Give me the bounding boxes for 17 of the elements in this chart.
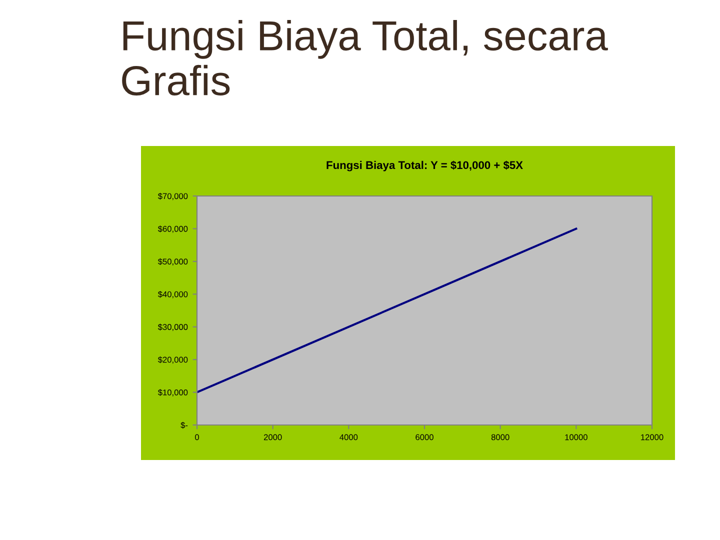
x-tick-label: 10000 [565,434,588,440]
x-tick-label: 4000 [340,434,358,440]
y-tick-label: $60,000 [158,226,188,233]
y-tick-label: $10,000 [158,389,188,396]
y-tick-label: $20,000 [158,356,188,364]
y-tick-label: $30,000 [158,324,188,331]
y-tick-label: $40,000 [158,290,188,298]
x-tick-label: 2000 [264,434,282,440]
x-tick-label: 0 [195,434,199,440]
x-tick-label: 8000 [491,434,510,440]
y-tick-label: $50,000 [158,258,188,266]
y-tick-label: $70,000 [158,192,188,200]
x-tick-label: 12000 [641,434,664,440]
x-tick-label: 6000 [416,434,434,440]
y-tick-label: $- [180,422,188,429]
chart-title: Fungsi Biaya Total, secara Grafis [122,20,608,96]
chart-subtitle: Fungsi Biaya Total: Y = $10,000 + $5X [326,160,523,172]
